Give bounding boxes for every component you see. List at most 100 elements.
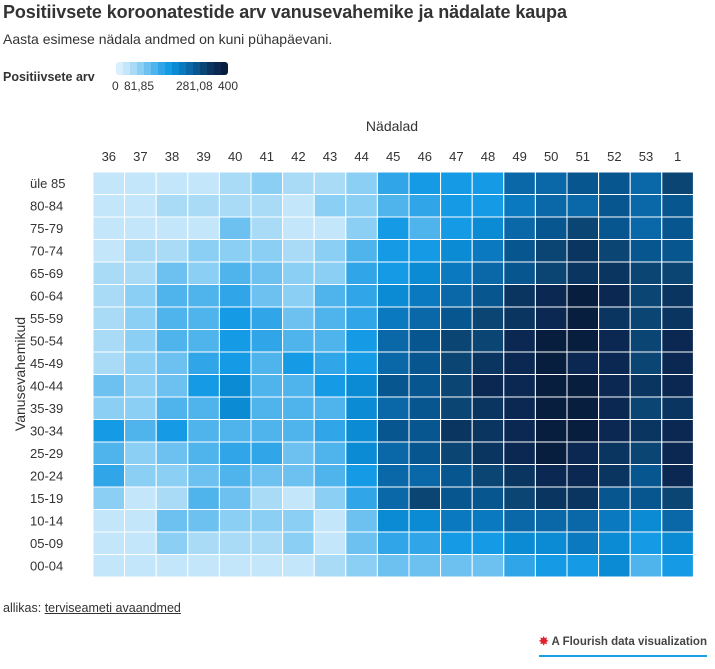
heatmap-cell <box>534 216 568 240</box>
heatmap-cell <box>629 284 663 308</box>
heatmap-cell <box>534 464 568 488</box>
x-tick-label: 52 <box>607 149 621 164</box>
heatmap-cell <box>282 329 315 353</box>
heatmap-cell <box>282 306 315 330</box>
heatmap-cell <box>503 464 536 488</box>
heatmap-cell <box>598 284 631 308</box>
heatmap-cell <box>408 464 442 488</box>
heatmap-cell <box>155 396 189 420</box>
heatmap-cell <box>92 464 126 488</box>
legend-swatch <box>130 62 137 75</box>
x-tick-label: 46 <box>418 149 432 164</box>
heatmap-cell <box>92 486 126 510</box>
x-tick-label: 42 <box>291 149 305 164</box>
heatmap-cell <box>661 441 694 465</box>
heatmap-cell <box>598 464 631 488</box>
heatmap-cell <box>471 261 505 285</box>
heatmap-cell <box>661 419 694 443</box>
heatmap-cell <box>155 441 189 465</box>
heatmap-cell <box>313 374 347 398</box>
heatmap-cell <box>503 194 536 218</box>
heatmap-cell <box>471 441 505 465</box>
heatmap-cell <box>92 216 126 240</box>
heatmap-cell <box>471 486 505 510</box>
heatmap-cell <box>124 554 157 578</box>
heatmap-cell <box>124 329 157 353</box>
heatmap-cell <box>345 171 378 195</box>
heatmap-cell <box>376 419 410 443</box>
x-tick-label: 44 <box>354 149 368 164</box>
heatmap-cell <box>92 351 126 375</box>
heatmap-cell <box>598 171 631 195</box>
y-tick-label: 65-69 <box>30 266 63 281</box>
heatmap-cell <box>534 396 568 420</box>
heatmap-cell <box>566 284 600 308</box>
heatmap-cell <box>661 464 694 488</box>
heatmap-cell <box>629 261 663 285</box>
heatmap-cell <box>313 396 347 420</box>
heatmap-cell <box>534 306 568 330</box>
heatmap-cell <box>629 464 663 488</box>
heatmap-cell <box>250 306 284 330</box>
heatmap-cell <box>155 171 189 195</box>
heatmap-cell <box>313 261 347 285</box>
heatmap-cell <box>187 509 220 533</box>
heatmap-cells <box>92 171 694 578</box>
heatmap-cell <box>440 464 473 488</box>
heatmap-cell <box>218 284 252 308</box>
heatmap-cell <box>124 509 157 533</box>
heatmap-cell <box>534 554 568 578</box>
heatmap-cell <box>629 351 663 375</box>
legend-label-max: 400 <box>218 79 239 93</box>
heatmap-cell <box>661 194 694 218</box>
source-prefix: allikas: <box>3 601 45 615</box>
heatmap-cell <box>440 284 473 308</box>
heatmap-cell <box>313 216 347 240</box>
heatmap-cell <box>629 554 663 578</box>
heatmap-cell <box>566 171 600 195</box>
heatmap-cell <box>661 486 694 510</box>
legend-color-bar <box>116 62 228 75</box>
heatmap-cell <box>92 239 126 263</box>
heatmap-cell <box>345 306 378 330</box>
heatmap-cell <box>440 396 473 420</box>
x-tick-label: 36 <box>102 149 116 164</box>
heatmap-cell <box>155 306 189 330</box>
legend-swatch <box>186 62 193 75</box>
heatmap-cell <box>629 509 663 533</box>
heatmap-cell <box>408 306 442 330</box>
flourish-credit[interactable]: ✸ A Flourish data visualization <box>538 634 707 657</box>
heatmap-cell <box>282 464 315 488</box>
heatmap-cell <box>92 509 126 533</box>
heatmap-cell <box>598 419 631 443</box>
heatmap-cell <box>598 329 631 353</box>
heatmap-cell <box>92 441 126 465</box>
heatmap-cell <box>187 419 220 443</box>
source-link[interactable]: terviseameti avaandmed <box>44 601 181 615</box>
y-tick-label: 25-29 <box>30 446 63 461</box>
heatmap-cell <box>661 306 694 330</box>
heatmap-cell <box>503 306 536 330</box>
heatmap-cell <box>345 419 378 443</box>
heatmap-cell <box>250 554 284 578</box>
heatmap-cell <box>376 239 410 263</box>
heatmap-cell <box>408 441 442 465</box>
y-tick-label: 55-59 <box>30 311 63 326</box>
heatmap-cell <box>218 441 252 465</box>
heatmap-cell <box>440 194 473 218</box>
heatmap-cell <box>408 329 442 353</box>
heatmap-cell <box>566 351 600 375</box>
heatmap-cell <box>471 374 505 398</box>
heatmap-cell <box>282 261 315 285</box>
heatmap-cell <box>503 261 536 285</box>
legend-swatch <box>116 62 123 75</box>
heatmap-cell <box>218 374 252 398</box>
heatmap-cell <box>250 284 284 308</box>
heatmap-cell <box>250 194 284 218</box>
heatmap-cell <box>598 194 631 218</box>
heatmap-cell <box>566 441 600 465</box>
heatmap-cell <box>661 261 694 285</box>
heatmap-cell <box>282 509 315 533</box>
heatmap-cell <box>155 509 189 533</box>
